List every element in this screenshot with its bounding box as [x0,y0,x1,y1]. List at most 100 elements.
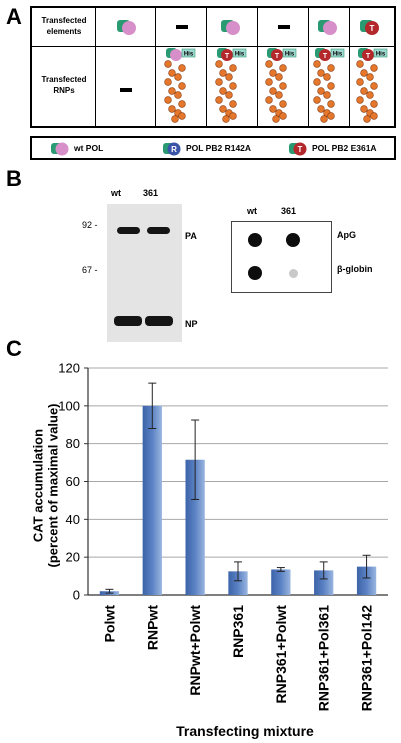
rnp-bead [370,64,378,72]
legend-label-e361a: POL PB2 E361A [312,143,377,153]
rnp-bead [363,115,371,123]
rnp-bead [168,87,176,95]
rnp-bead [225,91,233,99]
rnp-bead [272,115,280,123]
row-label-elements: Transfected elements [41,16,87,36]
gel-band-label-pa: PA [185,231,197,241]
rnp-bead [265,78,273,86]
row-label-rnps: Transfected RNPs [41,75,87,95]
rnp-bead [229,64,237,72]
polymerase-wt-icon [318,20,337,35]
x-tick-label: RNPwt+Polwt [187,605,203,696]
rnp-bead [229,112,237,120]
y-tick-label: 40 [66,512,80,527]
dash-mark [120,88,132,92]
his-tag [330,48,345,58]
rnp-bead [178,100,186,108]
rnp-drawing: T His [356,48,388,123]
rnp-bead [164,60,172,68]
dash-mark [278,25,290,29]
y-tick-label: 0 [73,588,80,603]
polymerase-subunit [170,49,182,61]
rnp-bead [164,96,172,104]
rnp-bead [317,87,325,95]
rnp-bead [320,115,328,123]
rnp-bead [168,69,176,77]
his-tag-label: His [333,52,343,58]
rnp-drawing: T His [265,48,297,123]
rnp-bead [174,91,182,99]
rnp-bead [275,91,283,99]
rnp-bead [356,60,364,68]
blot-lane-361: 361 [281,206,297,216]
gel-lane-wt: wt [111,188,121,198]
table-col-1 [96,8,156,126]
table-col-divider [349,8,350,126]
rnp-bead [229,100,237,108]
his-tag [282,48,297,58]
rnp-bead [219,105,227,113]
his-tag-label: His [235,52,245,58]
polymerase-r-icon: R [163,142,181,156]
table-col-3 [207,8,258,126]
his-tag [373,48,388,58]
gel-band [117,227,140,234]
rnp-bead [356,96,364,104]
rnp-bead [225,73,233,81]
rnp-bead [269,69,277,77]
polymerase-subunit [271,49,283,61]
legend-label-r142a: POL PB2 R142A [186,143,252,153]
rnp-bead [313,96,321,104]
rnp-bead [215,96,223,104]
bar [142,405,162,595]
polymerase-wt-icon [221,20,240,35]
rnp-bead [269,105,277,113]
rnp-bead [370,112,378,120]
rnp-bead [313,78,321,86]
y-tick-label: 100 [58,398,80,413]
y-tick-label: 120 [58,361,80,376]
rnp-bead [178,112,186,120]
legend-label-wt: wt POL [74,143,104,153]
rnp-bead [229,82,237,90]
transfection-table: Transfected elements Transfected RNPs T [30,6,396,128]
polymerase-t-icon: T [360,20,379,35]
rnp-bead [215,60,223,68]
blot-lane-wt: wt [247,206,257,216]
bar [271,569,291,595]
mutant-letter: T [370,24,375,33]
rnp-drawing: T His [313,48,345,123]
rnp-bead [265,96,273,104]
rnp-bead [356,78,364,86]
x-axis-title: Transfecting mixture [176,723,314,739]
table-col-2 [156,8,207,126]
rnp-bead [265,60,273,68]
rnp-bead [360,105,368,113]
rnp-bead [279,100,287,108]
polymerase-legend: wt POL R POL PB2 R142A T POL PB2 E361A [30,136,396,160]
dash-mark [176,25,188,29]
gel-band [145,316,173,326]
rnp-bead [174,73,182,81]
x-tick-label: RNPwt [144,605,160,650]
blot-dot [248,233,262,247]
rnp-bead [178,64,186,72]
blot-dot-faint [289,269,298,278]
his-tag-label: His [184,52,194,58]
rnp-bead [171,115,179,123]
rnp-bead [327,82,335,90]
mutant-letter: T [275,53,280,60]
rnp-bead [219,69,227,77]
gel-marker-92: 92 - [82,220,98,230]
panel-b-letter: B [6,166,22,191]
x-tick-label: RNP361+Pol142 [359,605,375,711]
his-tag-label: His [376,52,386,58]
mutant-letter: T [366,53,371,60]
rnp-bead [279,112,287,120]
rnp-bead [360,87,368,95]
rnp-bead [323,73,331,81]
y-tick-label: 60 [66,474,80,489]
gel-marker-67: 67 - [82,265,98,275]
rnp-bead [327,100,335,108]
x-tick-label: RNP361+Polwt [273,605,289,704]
